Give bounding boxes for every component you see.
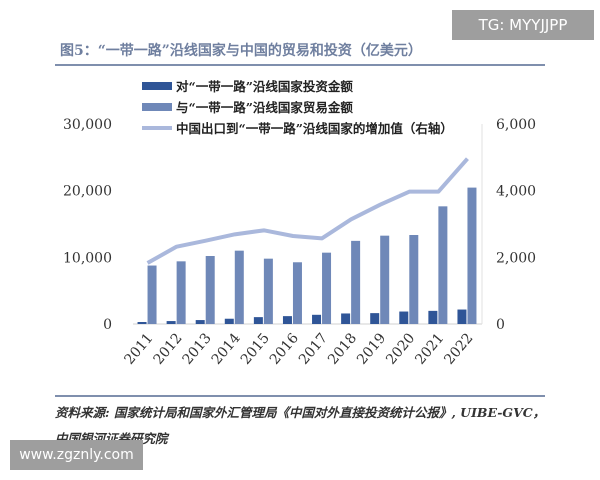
x-tick-label: 2022 <box>441 330 476 368</box>
bar-investment <box>399 311 409 324</box>
bar-investment <box>224 318 234 324</box>
bar-investment <box>370 313 380 324</box>
bar-investment <box>253 317 263 324</box>
y-tick-label: 30,000 <box>63 117 112 133</box>
legend-label: 中国出口到“一带一路”沿线国家的增加值（右轴） <box>176 121 453 136</box>
bar-trade <box>263 258 273 324</box>
y2-tick-label: 0 <box>496 317 505 333</box>
chart-title: 图5：“一带一路”沿线国家与中国的贸易和投资（亿美元） <box>60 43 422 59</box>
y-tick-label: 10,000 <box>63 250 112 266</box>
bar-investment <box>282 316 292 324</box>
legend-investment: 对“一带一路”沿线国家投资金额 <box>142 76 353 95</box>
bar-investment <box>137 322 147 324</box>
bar-investment <box>166 321 176 324</box>
legend-swatch-line <box>142 125 172 130</box>
x-tick-label: 2017 <box>296 330 331 368</box>
bar-trade <box>322 252 332 324</box>
y-tick-label: 20,000 <box>63 184 112 200</box>
x-tick-label: 2016 <box>267 330 302 368</box>
bar-trade <box>467 187 477 324</box>
x-tick-label: 2019 <box>354 330 389 368</box>
x-tick-label: 2014 <box>209 330 244 368</box>
bar-investment <box>312 314 322 324</box>
bar-trade <box>409 235 419 324</box>
x-tick-label: 2020 <box>383 330 418 368</box>
bar-trade <box>351 240 361 324</box>
bar-investment <box>428 310 438 324</box>
source-rule <box>55 395 545 397</box>
legend-line: 中国出口到“一带一路”沿线国家的增加值（右轴） <box>142 118 453 137</box>
bar-trade <box>147 265 157 324</box>
title-rule <box>55 64 545 66</box>
x-tick-label: 2011 <box>121 330 156 368</box>
bar-trade <box>292 262 302 324</box>
legend-label: 对“一带一路”沿线国家投资金额 <box>176 79 353 94</box>
line-export-value-added <box>146 157 469 265</box>
watermark-bottom: www.zgznly.com <box>10 440 143 470</box>
bar-investment <box>457 309 467 324</box>
bar-trade <box>438 206 448 324</box>
legend-swatch-trade <box>142 102 172 111</box>
x-tick-label: 2015 <box>238 330 273 368</box>
bar-trade <box>234 250 244 324</box>
legend-trade: 与“一带一路”沿线国家贸易金额 <box>142 97 353 116</box>
bar-investment <box>195 320 205 324</box>
bar-trade <box>380 235 390 324</box>
bar-trade <box>205 256 215 324</box>
x-tick-label: 2013 <box>180 330 215 368</box>
y2-tick-label: 6,000 <box>496 117 536 133</box>
legend-label: 与“一带一路”沿线国家贸易金额 <box>176 100 353 115</box>
x-tick-label: 2018 <box>325 330 360 368</box>
y-tick-label: 0 <box>103 317 112 333</box>
watermark-top: TG: MYYJJPP <box>452 10 594 40</box>
bar-investment <box>341 313 351 324</box>
y2-tick-label: 4,000 <box>496 184 536 200</box>
legend-swatch-investment <box>142 81 172 90</box>
bar-trade <box>176 261 186 324</box>
x-tick-label: 2012 <box>151 330 186 368</box>
y2-tick-label: 2,000 <box>496 250 536 266</box>
x-tick-label: 2021 <box>412 330 447 368</box>
